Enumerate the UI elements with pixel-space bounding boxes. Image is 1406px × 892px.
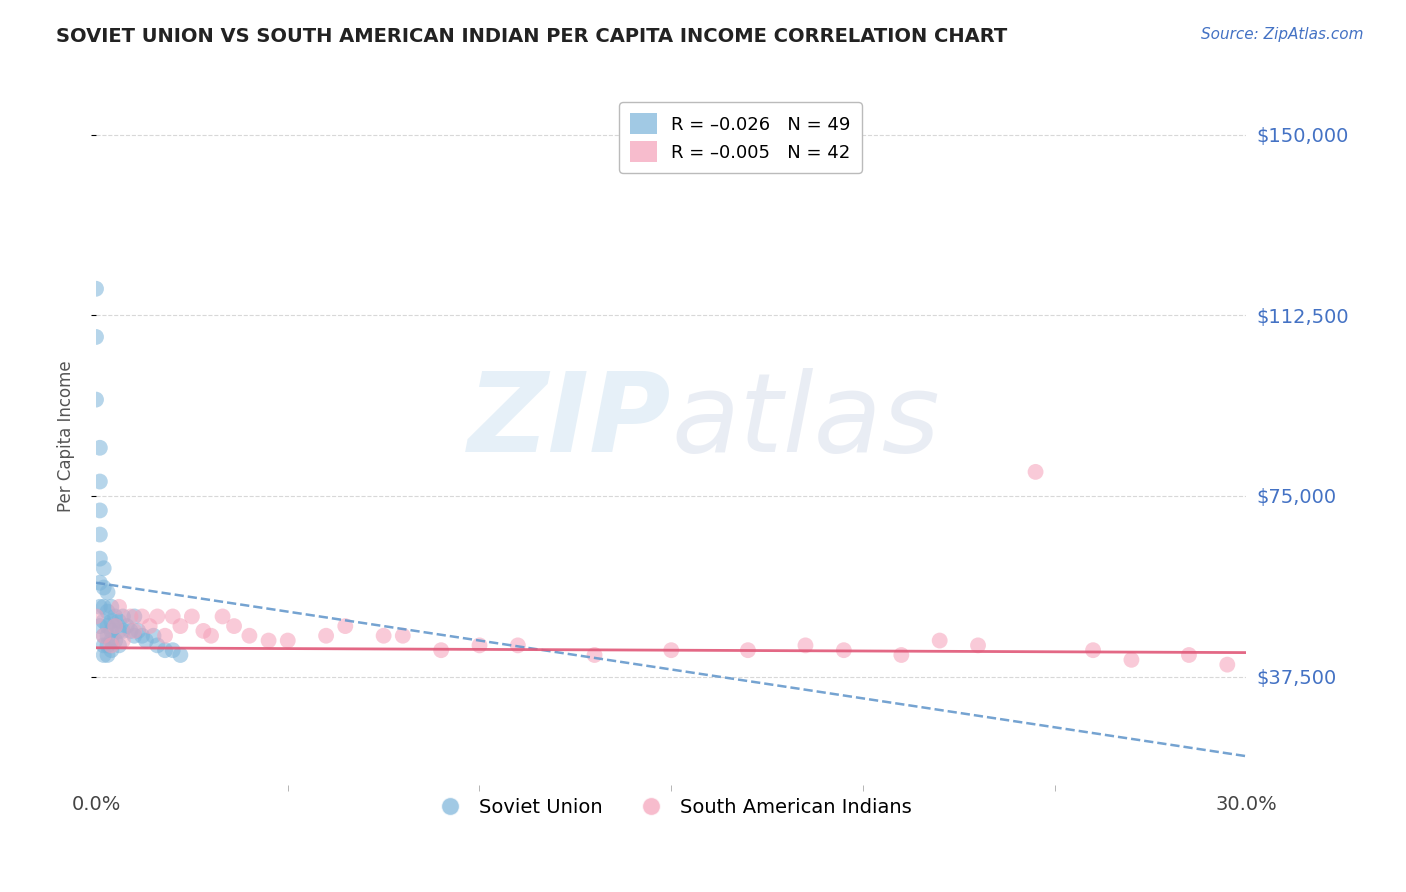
- Point: [120, 624, 142, 638]
- Text: atlas: atlas: [671, 368, 939, 475]
- Point: [238, 629, 260, 643]
- Point: [89, 527, 111, 541]
- Point: [96, 619, 118, 633]
- Point: [1216, 657, 1239, 672]
- Point: [124, 609, 146, 624]
- Point: [193, 624, 215, 638]
- Point: [84, 609, 107, 624]
- Point: [89, 551, 111, 566]
- Point: [794, 639, 817, 653]
- Text: SOVIET UNION VS SOUTH AMERICAN INDIAN PER CAPITA INCOME CORRELATION CHART: SOVIET UNION VS SOUTH AMERICAN INDIAN PE…: [56, 27, 1008, 45]
- Point: [200, 629, 222, 643]
- Point: [89, 619, 111, 633]
- Point: [335, 619, 357, 633]
- Point: [108, 614, 131, 628]
- Point: [169, 648, 191, 662]
- Point: [96, 585, 118, 599]
- Point: [93, 629, 115, 643]
- Point: [104, 619, 127, 633]
- Point: [93, 581, 115, 595]
- Point: [93, 614, 115, 628]
- Point: [100, 599, 122, 614]
- Point: [373, 629, 395, 643]
- Point: [832, 643, 855, 657]
- Point: [96, 639, 118, 653]
- Point: [93, 648, 115, 662]
- Point: [430, 643, 453, 657]
- Point: [96, 629, 118, 643]
- Text: Source: ZipAtlas.com: Source: ZipAtlas.com: [1201, 27, 1364, 42]
- Point: [1081, 643, 1104, 657]
- Point: [124, 624, 146, 638]
- Point: [737, 643, 759, 657]
- Point: [180, 609, 202, 624]
- Point: [93, 639, 115, 653]
- Point: [100, 639, 122, 653]
- Point: [153, 643, 176, 657]
- Point: [131, 609, 153, 624]
- Point: [659, 643, 682, 657]
- Point: [89, 503, 111, 517]
- Point: [162, 643, 184, 657]
- Point: [315, 629, 337, 643]
- Point: [100, 624, 122, 638]
- Point: [100, 614, 122, 628]
- Point: [84, 392, 107, 407]
- Point: [108, 639, 131, 653]
- Point: [100, 633, 122, 648]
- Point: [169, 619, 191, 633]
- Point: [89, 475, 111, 489]
- Point: [1121, 653, 1143, 667]
- Point: [967, 639, 990, 653]
- Point: [391, 629, 413, 643]
- Point: [108, 599, 131, 614]
- Point: [1025, 465, 1047, 479]
- Y-axis label: Per Capita Income: Per Capita Income: [58, 360, 75, 511]
- Point: [127, 624, 149, 638]
- Point: [142, 629, 165, 643]
- Point: [153, 629, 176, 643]
- Point: [93, 599, 115, 614]
- Point: [100, 643, 122, 657]
- Point: [506, 639, 529, 653]
- Text: ZIP: ZIP: [468, 368, 671, 475]
- Point: [146, 609, 169, 624]
- Point: [138, 619, 160, 633]
- Point: [257, 633, 280, 648]
- Point: [222, 619, 245, 633]
- Point: [84, 282, 107, 296]
- Point: [890, 648, 912, 662]
- Point: [115, 619, 138, 633]
- Point: [111, 633, 134, 648]
- Point: [89, 575, 111, 590]
- Point: [104, 609, 127, 624]
- Point: [89, 599, 111, 614]
- Point: [108, 624, 131, 638]
- Point: [146, 639, 169, 653]
- Point: [162, 609, 184, 624]
- Point: [124, 629, 146, 643]
- Point: [468, 639, 491, 653]
- Legend: Soviet Union, South American Indians: Soviet Union, South American Indians: [423, 789, 920, 824]
- Point: [131, 629, 153, 643]
- Point: [111, 624, 134, 638]
- Point: [84, 330, 107, 344]
- Point: [93, 561, 115, 575]
- Point: [583, 648, 606, 662]
- Point: [1178, 648, 1201, 662]
- Point: [928, 633, 950, 648]
- Point: [111, 609, 134, 624]
- Point: [211, 609, 233, 624]
- Point: [89, 441, 111, 455]
- Point: [104, 619, 127, 633]
- Point: [104, 633, 127, 648]
- Point: [120, 609, 142, 624]
- Point: [93, 629, 115, 643]
- Point: [277, 633, 299, 648]
- Point: [135, 633, 157, 648]
- Point: [96, 605, 118, 619]
- Point: [96, 648, 118, 662]
